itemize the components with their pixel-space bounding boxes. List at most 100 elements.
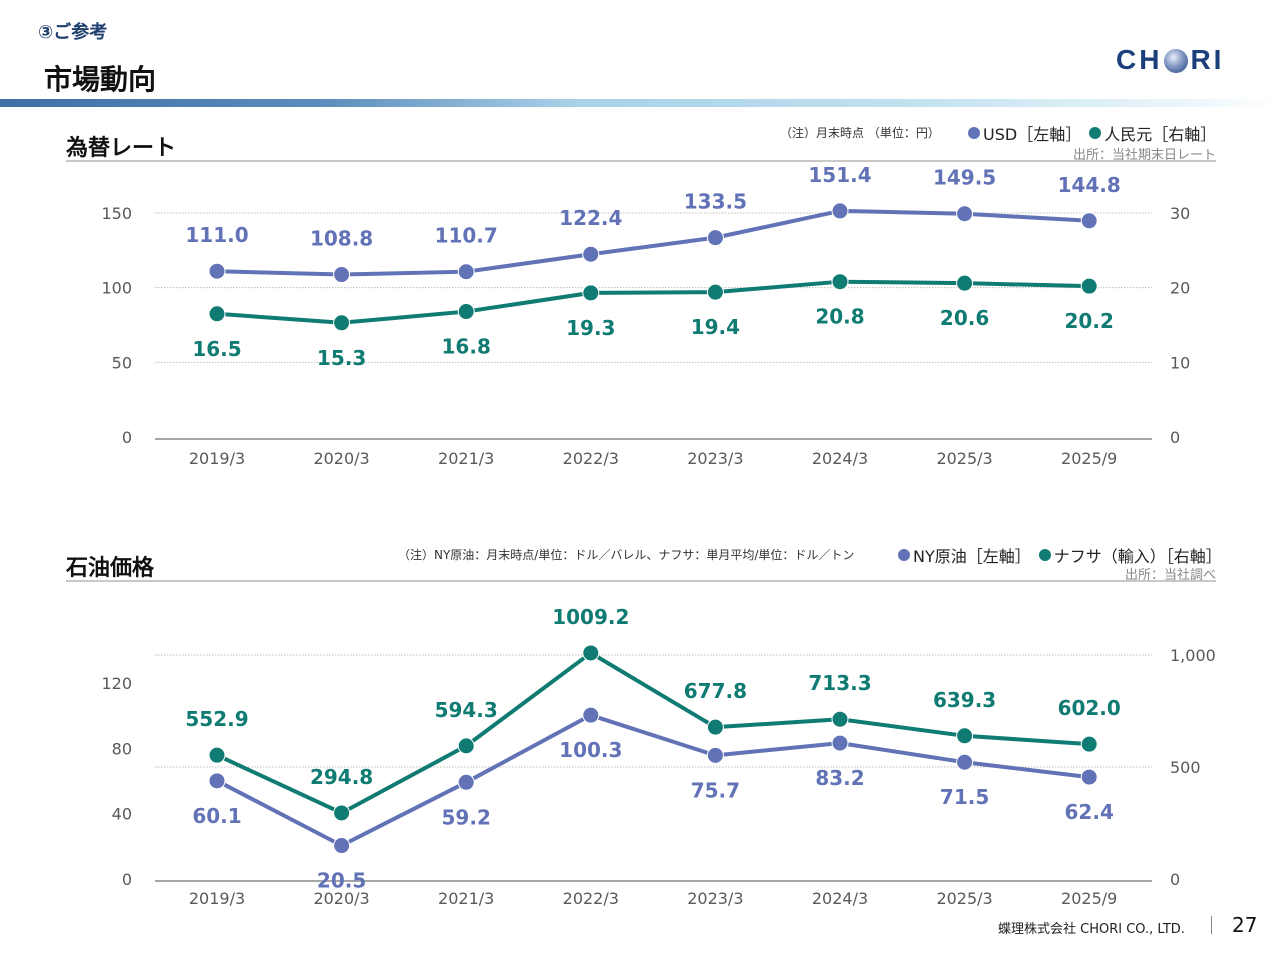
oil-category-label: 2020/3 — [313, 889, 369, 908]
legend-naphtha-marker-icon — [1038, 549, 1051, 561]
oil-left-tick-label: 40 — [112, 805, 132, 824]
oil-data-point — [457, 737, 475, 755]
fx-data-point — [706, 229, 724, 247]
fx-data-point — [457, 303, 475, 321]
fx-category-label: 2022/3 — [563, 449, 619, 468]
fx-data-point — [582, 245, 600, 263]
oil-left-tick-label: 80 — [112, 739, 132, 758]
fx-data-label: 20.2 — [1065, 309, 1114, 333]
oil-data-label: 20.5 — [317, 869, 366, 893]
oil-category-label: 2024/3 — [812, 889, 868, 908]
legend-cny-label: 人民元［右軸］ — [1104, 125, 1217, 144]
fx-series-line-1 — [216, 279, 1090, 325]
fx-line-chart: 0 50 100 150 0 10 20 30 2019/3 2020/3 2021/3 2022/3… — [101, 163, 1190, 468]
oil-category-label: 2022/3 — [563, 889, 619, 908]
fx-note: （注）月末時点 （単位：円） — [780, 126, 940, 140]
oil-data-point — [706, 746, 724, 764]
fx-data-label: 122.4 — [559, 206, 622, 230]
oil-data-point — [1080, 735, 1098, 753]
oil-category-label: 2023/3 — [687, 889, 743, 908]
oil-data-label: 83.2 — [815, 766, 864, 790]
oil-data-label: 1009.2 — [552, 605, 629, 629]
oil-data-point — [582, 644, 600, 662]
fx-right-tick-label: 10 — [1170, 353, 1190, 372]
legend-usd-label: USD［左軸］ — [983, 125, 1082, 144]
fx-right-tick-label: 0 — [1170, 428, 1180, 447]
oil-data-point — [582, 706, 600, 724]
legend-crude-marker-icon — [898, 549, 910, 561]
oil-category-label: 2025/3 — [936, 889, 992, 908]
fx-data-label: 110.7 — [435, 224, 498, 248]
fx-data-label: 144.8 — [1058, 173, 1121, 197]
oil-data-label: 552.9 — [185, 707, 248, 731]
logo-text-left: CH — [1116, 44, 1163, 75]
oil-heading: 石油価格 — [66, 556, 155, 581]
fx-data-point — [831, 273, 849, 291]
fx-category-label: 2021/3 — [438, 449, 494, 468]
fx-data-label: 151.4 — [808, 163, 871, 187]
oil-series-line-0 — [216, 713, 1090, 848]
fx-data-point — [706, 283, 724, 301]
fx-data-point — [208, 262, 226, 280]
oil-right-tick-label: 0 — [1170, 870, 1180, 889]
oil-data-label: 294.8 — [310, 765, 373, 789]
oil-data-label: 62.4 — [1065, 800, 1114, 824]
fx-data-label: 16.5 — [192, 337, 241, 361]
oil-right-tick-label: 500 — [1170, 758, 1201, 777]
fx-data-point — [956, 205, 974, 223]
oil-series-line-1 — [216, 650, 1090, 815]
oil-category-label: 2021/3 — [438, 889, 494, 908]
oil-data-label: 100.3 — [559, 738, 622, 762]
oil-data-label: 677.8 — [684, 679, 747, 703]
oil-left-tick-label: 120 — [101, 674, 132, 693]
fx-left-tick-label: 0 — [122, 428, 132, 447]
fx-data-point — [831, 202, 849, 220]
fx-data-point — [457, 263, 475, 281]
oil-data-point — [831, 734, 849, 752]
oil-data-label: 602.0 — [1058, 696, 1121, 720]
oil-source: 出所：当社調べ — [1124, 568, 1216, 583]
fx-data-label: 111.0 — [185, 223, 248, 247]
footer-company: 蝶理株式会社 CHORI CO., LTD. — [998, 922, 1185, 937]
legend-crude-label: NY原油［左軸］ — [913, 547, 1031, 566]
fx-heading-rule — [66, 160, 1216, 162]
fx-category-label: 2023/3 — [687, 449, 743, 468]
fx-heading: 為替レート — [66, 136, 177, 161]
fx-data-point — [333, 314, 351, 332]
oil-legend: NY原油［左軸］ ナフサ（輸入）［右軸］ — [890, 543, 1222, 567]
fx-series-line-0 — [216, 208, 1090, 277]
oil-data-point — [956, 753, 974, 771]
oil-data-point — [208, 772, 226, 790]
fx-left-tick-label: 50 — [112, 353, 132, 372]
oil-data-label: 594.3 — [435, 698, 498, 722]
oil-data-point — [706, 718, 724, 736]
legend-usd-marker-icon — [968, 127, 980, 139]
fx-category-label: 2025/9 — [1061, 449, 1117, 468]
fx-category-label: 2019/3 — [189, 449, 245, 468]
fx-category-label: 2025/3 — [936, 449, 992, 468]
fx-legend: USD［左軸］ 人民元［右軸］ — [960, 121, 1216, 145]
fx-data-point — [333, 266, 351, 284]
fx-data-label: 133.5 — [684, 190, 747, 214]
oil-category-label: 2019/3 — [189, 889, 245, 908]
oil-data-label: 71.5 — [940, 785, 989, 809]
fx-category-label: 2020/3 — [313, 449, 369, 468]
oil-data-label: 59.2 — [442, 805, 491, 829]
oil-right-tick-label: 1,000 — [1170, 646, 1216, 665]
fx-data-point — [1080, 212, 1098, 230]
fx-data-label: 16.8 — [442, 335, 491, 359]
oil-heading-rule — [66, 580, 1216, 582]
fx-left-tick-label: 150 — [101, 204, 132, 223]
oil-line-chart: 0 40 80 120 0 500 1,000 2019/3 2020/3 2021/3 2022/… — [101, 605, 1215, 908]
fx-data-point — [1080, 277, 1098, 295]
chori-logo: CH RI — [1116, 44, 1224, 76]
page-number: 27 — [1232, 913, 1258, 937]
oil-note: （注）NY原油：月末時点/単位：ドル／バレル、ナフサ：単月平均/単位：ドル／トン — [398, 548, 855, 562]
oil-data-label: 75.7 — [691, 778, 740, 802]
oil-data-point — [1080, 768, 1098, 786]
oil-data-point — [956, 727, 974, 745]
oil-data-point — [208, 746, 226, 764]
oil-data-point — [333, 804, 351, 822]
oil-data-point — [333, 837, 351, 855]
